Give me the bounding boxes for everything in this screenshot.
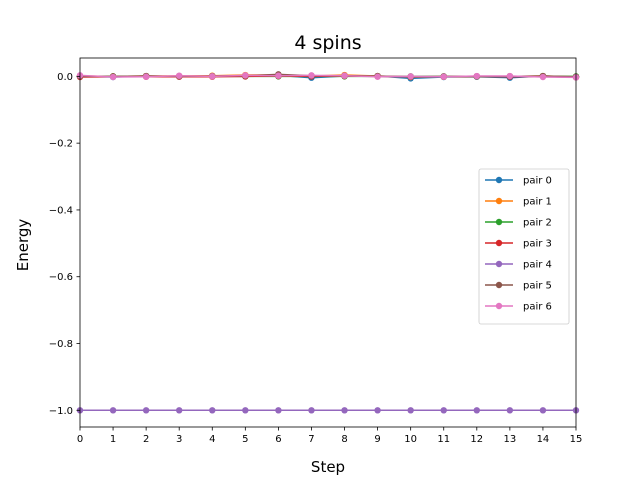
- x-tick-label: 0: [77, 434, 83, 445]
- x-tick-label: 15: [570, 434, 583, 445]
- axes-frame: [79, 57, 577, 428]
- x-tick-label: 10: [404, 434, 417, 445]
- legend-entry: pair 2: [485, 218, 552, 229]
- legend-entry: pair 6: [485, 302, 552, 313]
- chart-title: 4 spins: [294, 32, 361, 54]
- y-tick-label: −0.4: [49, 205, 73, 216]
- data-point: [440, 407, 447, 414]
- x-tick-label: 4: [209, 434, 215, 445]
- data-point: [506, 72, 514, 80]
- legend-marker: [495, 281, 503, 289]
- data-point: [407, 407, 414, 414]
- data-point: [506, 407, 514, 414]
- y-axis-label: Energy: [14, 219, 32, 272]
- y-tick-label: −0.2: [49, 139, 73, 150]
- data-point: [308, 72, 315, 79]
- data-point: [341, 72, 348, 79]
- x-tick-label: 7: [308, 434, 314, 445]
- data-point: [275, 407, 282, 414]
- data-point: [176, 407, 183, 414]
- data-point: [374, 407, 381, 414]
- data-point: [242, 72, 249, 79]
- legend-entry: pair 5: [485, 281, 552, 292]
- legend: pair 0 pair 1 pair 2 pair 3 pair 4 pair 5 pair…: [478, 168, 570, 325]
- x-tick-label: 12: [470, 434, 483, 445]
- legend-marker: [495, 176, 503, 184]
- legend-entry: pair 3: [485, 239, 552, 250]
- data-point: [109, 407, 117, 414]
- x-tick-label: 8: [341, 434, 347, 445]
- data-point: [275, 72, 282, 79]
- legend-label: pair 4: [523, 260, 552, 271]
- x-tick-label: 1: [110, 434, 116, 445]
- legend-label: pair 6: [523, 302, 552, 313]
- x-axis: 0 1 2 3 4 5 6 7 8 9 10 11 12 13 14 15: [77, 427, 583, 445]
- data-point: [374, 73, 381, 80]
- x-tick-label: 13: [503, 434, 516, 445]
- data-point: [341, 407, 348, 414]
- y-tick-label: −0.6: [49, 272, 73, 283]
- data-point: [242, 407, 249, 414]
- data-point: [539, 407, 547, 414]
- legend-entry: pair 1: [485, 197, 552, 208]
- data-point: [473, 72, 480, 80]
- x-tick-label: 11: [437, 434, 450, 445]
- y-tick-label: −1.0: [49, 406, 73, 417]
- data-point: [539, 73, 547, 81]
- legend-label: pair 0: [523, 176, 552, 187]
- x-axis-label: Step: [311, 458, 345, 476]
- x-tick-label: 9: [374, 434, 380, 445]
- legend-label: pair 2: [523, 218, 552, 229]
- x-tick-label: 5: [242, 434, 248, 445]
- series-6: [76, 72, 580, 81]
- legend-label: pair 3: [523, 239, 552, 250]
- series-4: [76, 407, 580, 414]
- y-axis: 0.0 −0.2 −0.4 −0.6 −0.8 −1.0: [49, 72, 80, 417]
- data-point: [440, 73, 447, 80]
- legend-label: pair 5: [523, 281, 552, 292]
- data-point: [142, 73, 150, 80]
- legend-marker: [495, 260, 503, 268]
- x-tick-label: 6: [275, 434, 281, 445]
- y-tick-label: 0.0: [57, 72, 73, 83]
- data-point: [176, 72, 183, 79]
- data-point: [142, 407, 150, 414]
- data-point: [209, 407, 216, 414]
- legend-marker: [495, 197, 503, 205]
- legend-marker: [495, 218, 503, 226]
- legend-entry: pair 0: [485, 176, 552, 187]
- data-point: [308, 407, 315, 414]
- x-tick-label: 3: [176, 434, 182, 445]
- data-point: [473, 407, 480, 414]
- data-point: [209, 73, 216, 80]
- legend-marker: [495, 302, 503, 310]
- legend-marker: [495, 239, 503, 247]
- x-tick-label: 2: [143, 434, 149, 445]
- data-point: [109, 73, 117, 81]
- legend-entry: pair 4: [485, 260, 552, 271]
- plot-area: [76, 57, 580, 428]
- legend-label: pair 1: [523, 197, 552, 208]
- data-point: [407, 73, 414, 80]
- x-tick-label: 14: [537, 434, 550, 445]
- series-line-6: [79, 74, 577, 79]
- y-tick-label: −0.8: [49, 339, 73, 350]
